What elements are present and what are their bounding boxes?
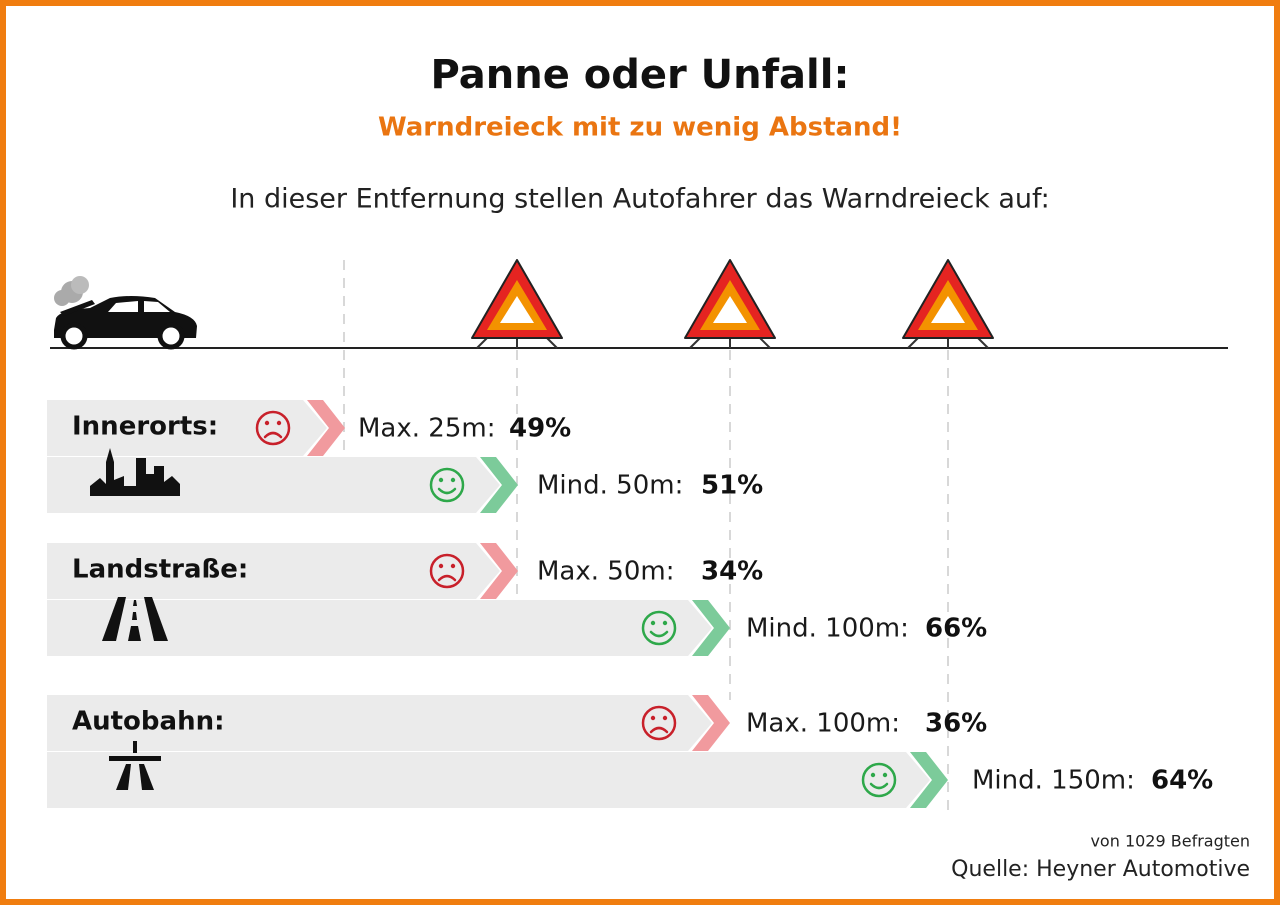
face-eye	[650, 715, 656, 721]
distance-label: Max. 25m:	[358, 414, 495, 444]
row-bar	[47, 400, 327, 456]
face-eye	[882, 772, 888, 778]
bars	[47, 400, 948, 808]
town-icon	[90, 448, 180, 496]
sad-face	[255, 410, 291, 446]
share-label: 66%	[925, 614, 987, 644]
intro: In dieser Entfernung stellen Autofahrer …	[230, 184, 1049, 215]
face-outline	[429, 467, 465, 503]
distance-label: Mind. 150m:	[972, 766, 1135, 796]
title: Panne oder Unfall:	[431, 52, 850, 98]
chevron	[692, 600, 730, 656]
face-eye	[662, 715, 668, 721]
happy-face	[861, 762, 897, 798]
share-label: 64%	[1151, 766, 1213, 796]
motorway-icon	[109, 741, 161, 790]
face-mouth	[869, 782, 889, 790]
distance-label: Mind. 100m:	[746, 614, 909, 644]
group-label: Landstraße:	[72, 555, 248, 585]
source: Quelle: Heyner Automotive	[951, 857, 1250, 882]
face-outline	[429, 553, 465, 589]
labels: Max. 25m: 49% Mind. 50m: 51% Innerorts: Max. …	[72, 410, 1213, 798]
face-eye	[264, 420, 270, 426]
sad-face	[429, 553, 465, 589]
sample-note: von 1029 Befragten	[1090, 832, 1250, 851]
face-eye	[662, 620, 668, 626]
road-icon	[102, 597, 168, 641]
warning-triangle	[684, 259, 776, 349]
face-outline	[861, 762, 897, 798]
face-eye	[438, 477, 444, 483]
sad-face	[641, 705, 677, 741]
face-mouth	[649, 630, 669, 638]
chevron	[480, 457, 518, 513]
row-bar	[47, 600, 712, 656]
row-bar	[47, 695, 712, 751]
warning-triangle	[902, 259, 994, 349]
distance-label: Max. 100m:	[746, 709, 900, 739]
face-eye	[276, 420, 282, 426]
group-label: Innerorts:	[72, 412, 218, 442]
share-label: 49%	[509, 414, 571, 444]
chevron	[910, 752, 948, 808]
happy-face	[641, 610, 677, 646]
face-mouth	[437, 574, 457, 582]
face-mouth	[437, 487, 457, 495]
warning-triangles	[471, 259, 994, 349]
chevron	[692, 695, 730, 751]
distance-label: Mind. 50m:	[537, 471, 683, 501]
chevron	[480, 543, 518, 599]
face-eye	[450, 563, 456, 569]
face-eye	[438, 563, 444, 569]
group-label: Autobahn:	[72, 707, 225, 737]
row-bar	[47, 752, 930, 808]
share-label: 51%	[701, 471, 763, 501]
face-outline	[255, 410, 291, 446]
row-bar	[47, 543, 500, 599]
share-label: 34%	[701, 557, 763, 587]
chevron	[307, 400, 345, 456]
warning-triangle	[471, 259, 563, 349]
face-mouth	[263, 431, 283, 439]
face-outline	[641, 610, 677, 646]
face-outline	[641, 705, 677, 741]
face-eye	[450, 477, 456, 483]
distance-label: Max. 50m:	[537, 557, 674, 587]
car	[54, 276, 197, 350]
face-eye	[870, 772, 876, 778]
happy-face	[429, 467, 465, 503]
face-mouth	[649, 726, 669, 734]
share-label: 36%	[925, 709, 987, 739]
face-eye	[650, 620, 656, 626]
subtitle: Warndreieck mit zu wenig Abstand!	[378, 113, 902, 143]
